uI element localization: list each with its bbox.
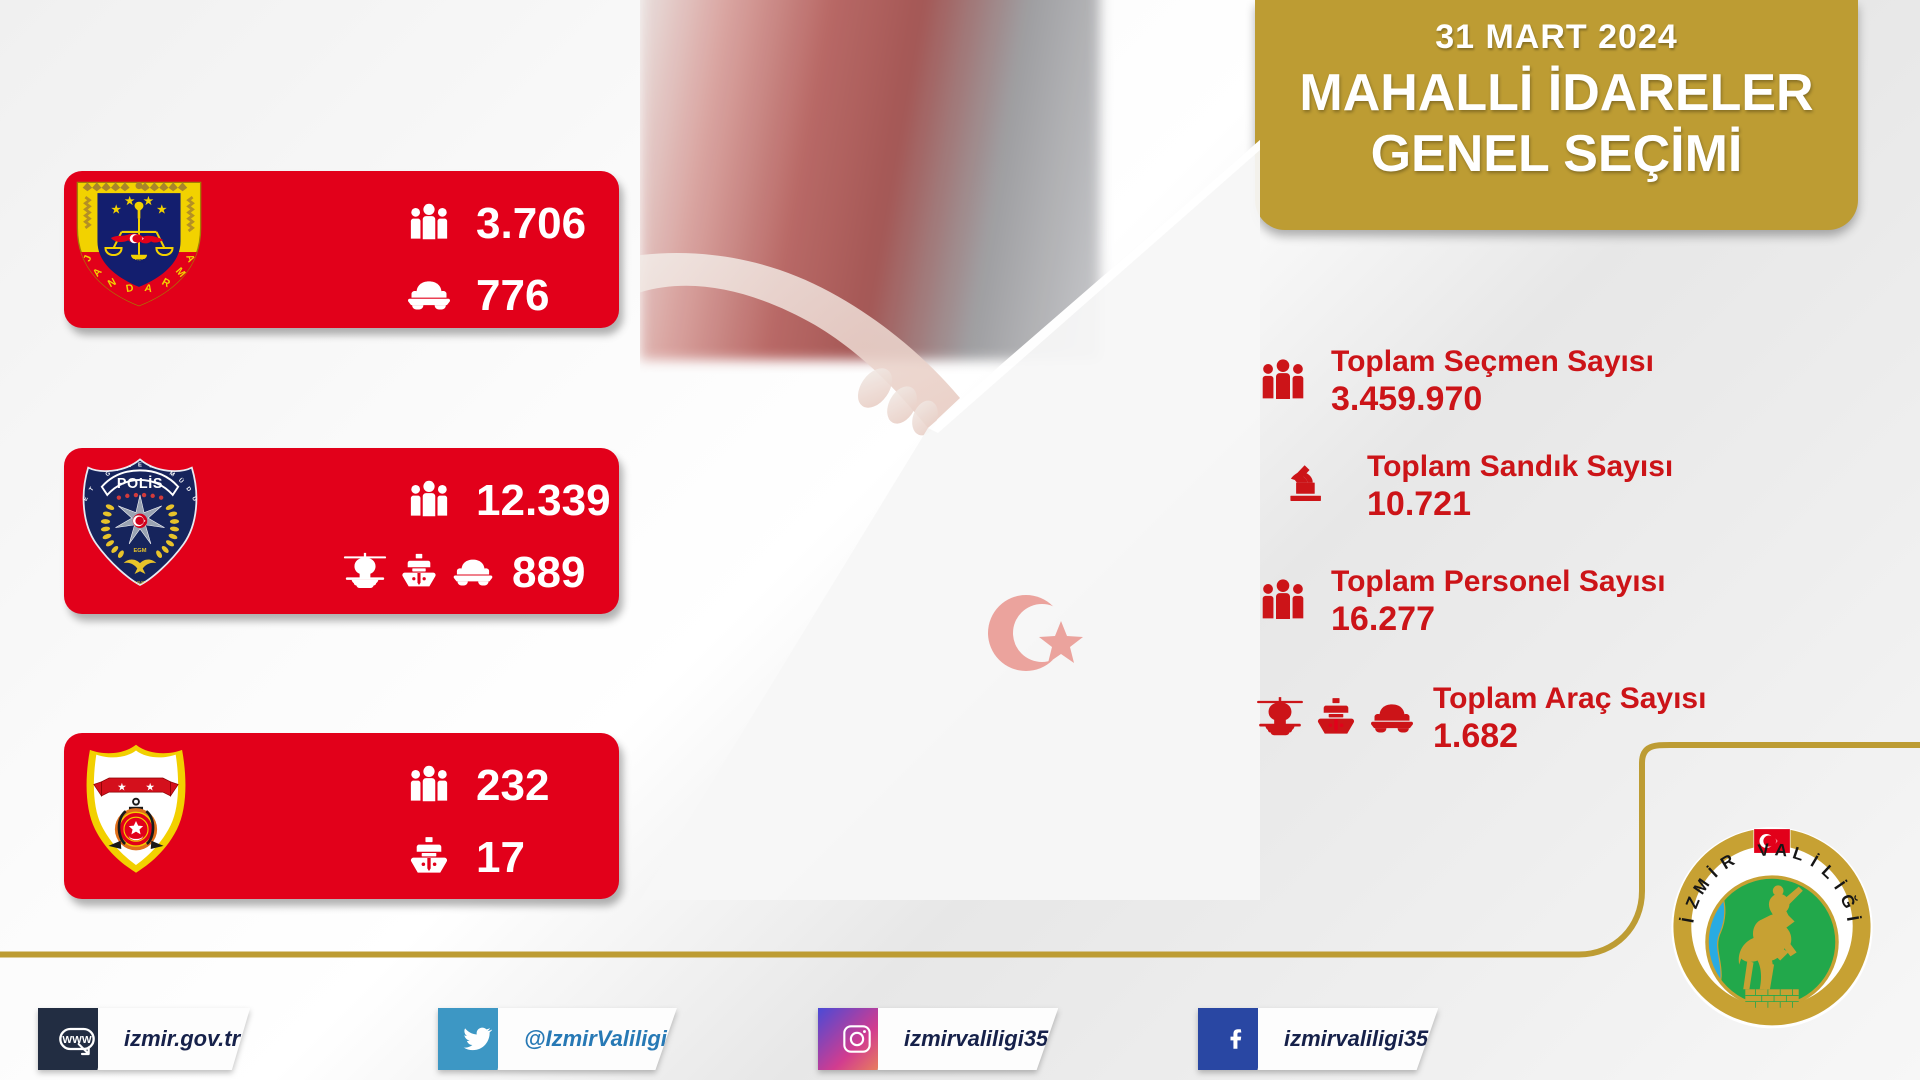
svg-text:Ü: Ü bbox=[189, 550, 197, 557]
svg-text:E: E bbox=[138, 462, 142, 468]
svg-text:★: ★ bbox=[146, 782, 155, 792]
svg-text:N: N bbox=[78, 529, 84, 534]
svg-text:İ: İ bbox=[76, 519, 83, 522]
svg-text:1839: 1839 bbox=[133, 259, 145, 265]
svg-text:★: ★ bbox=[157, 204, 167, 216]
svg-text:A: A bbox=[1774, 839, 1789, 860]
svg-text:Ü: Ü bbox=[196, 529, 203, 534]
svg-text:M: M bbox=[79, 539, 86, 546]
svg-text:POLİS: POLİS bbox=[117, 475, 163, 492]
svg-text:E: E bbox=[84, 550, 91, 556]
svg-text:Ğ: Ğ bbox=[193, 540, 202, 547]
svg-text:★: ★ bbox=[125, 195, 135, 207]
svg-text:Y: Y bbox=[79, 507, 86, 512]
svg-text:WWW: WWW bbox=[62, 1035, 91, 1046]
svg-text:1845: 1845 bbox=[134, 581, 146, 587]
svg-text:★: ★ bbox=[111, 204, 121, 216]
svg-text:R: R bbox=[194, 507, 201, 513]
svg-text:★: ★ bbox=[143, 195, 153, 207]
svg-text:★: ★ bbox=[118, 782, 127, 792]
svg-text:L: L bbox=[196, 519, 202, 523]
svg-text:EGM: EGM bbox=[133, 548, 146, 554]
